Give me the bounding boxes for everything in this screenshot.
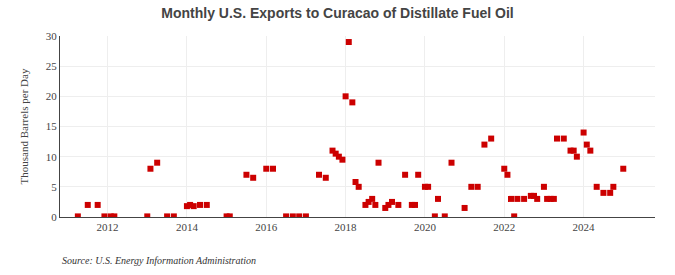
- svg-text:2018: 2018: [335, 221, 358, 233]
- svg-text:2014: 2014: [176, 221, 199, 233]
- svg-text:20: 20: [46, 90, 58, 102]
- svg-text:2020: 2020: [414, 221, 437, 233]
- svg-text:Monthly U.S. Exports to Curaca: Monthly U.S. Exports to Curacao of Disti…: [161, 5, 513, 21]
- svg-text:5: 5: [51, 181, 57, 193]
- svg-text:2024: 2024: [573, 221, 596, 233]
- svg-text:10: 10: [46, 151, 58, 163]
- svg-text:Source: U.S. Energy Informatio: Source: U.S. Energy Information Administ…: [62, 255, 256, 266]
- svg-text:15: 15: [46, 120, 58, 132]
- svg-text:2012: 2012: [97, 221, 119, 233]
- svg-text:2016: 2016: [255, 221, 278, 233]
- svg-text:25: 25: [46, 60, 58, 72]
- svg-text:2022: 2022: [493, 221, 515, 233]
- svg-text:30: 30: [46, 30, 58, 42]
- svg-text:0: 0: [51, 211, 57, 223]
- svg-text:Thousand Barrels per Day: Thousand Barrels per Day: [18, 68, 30, 184]
